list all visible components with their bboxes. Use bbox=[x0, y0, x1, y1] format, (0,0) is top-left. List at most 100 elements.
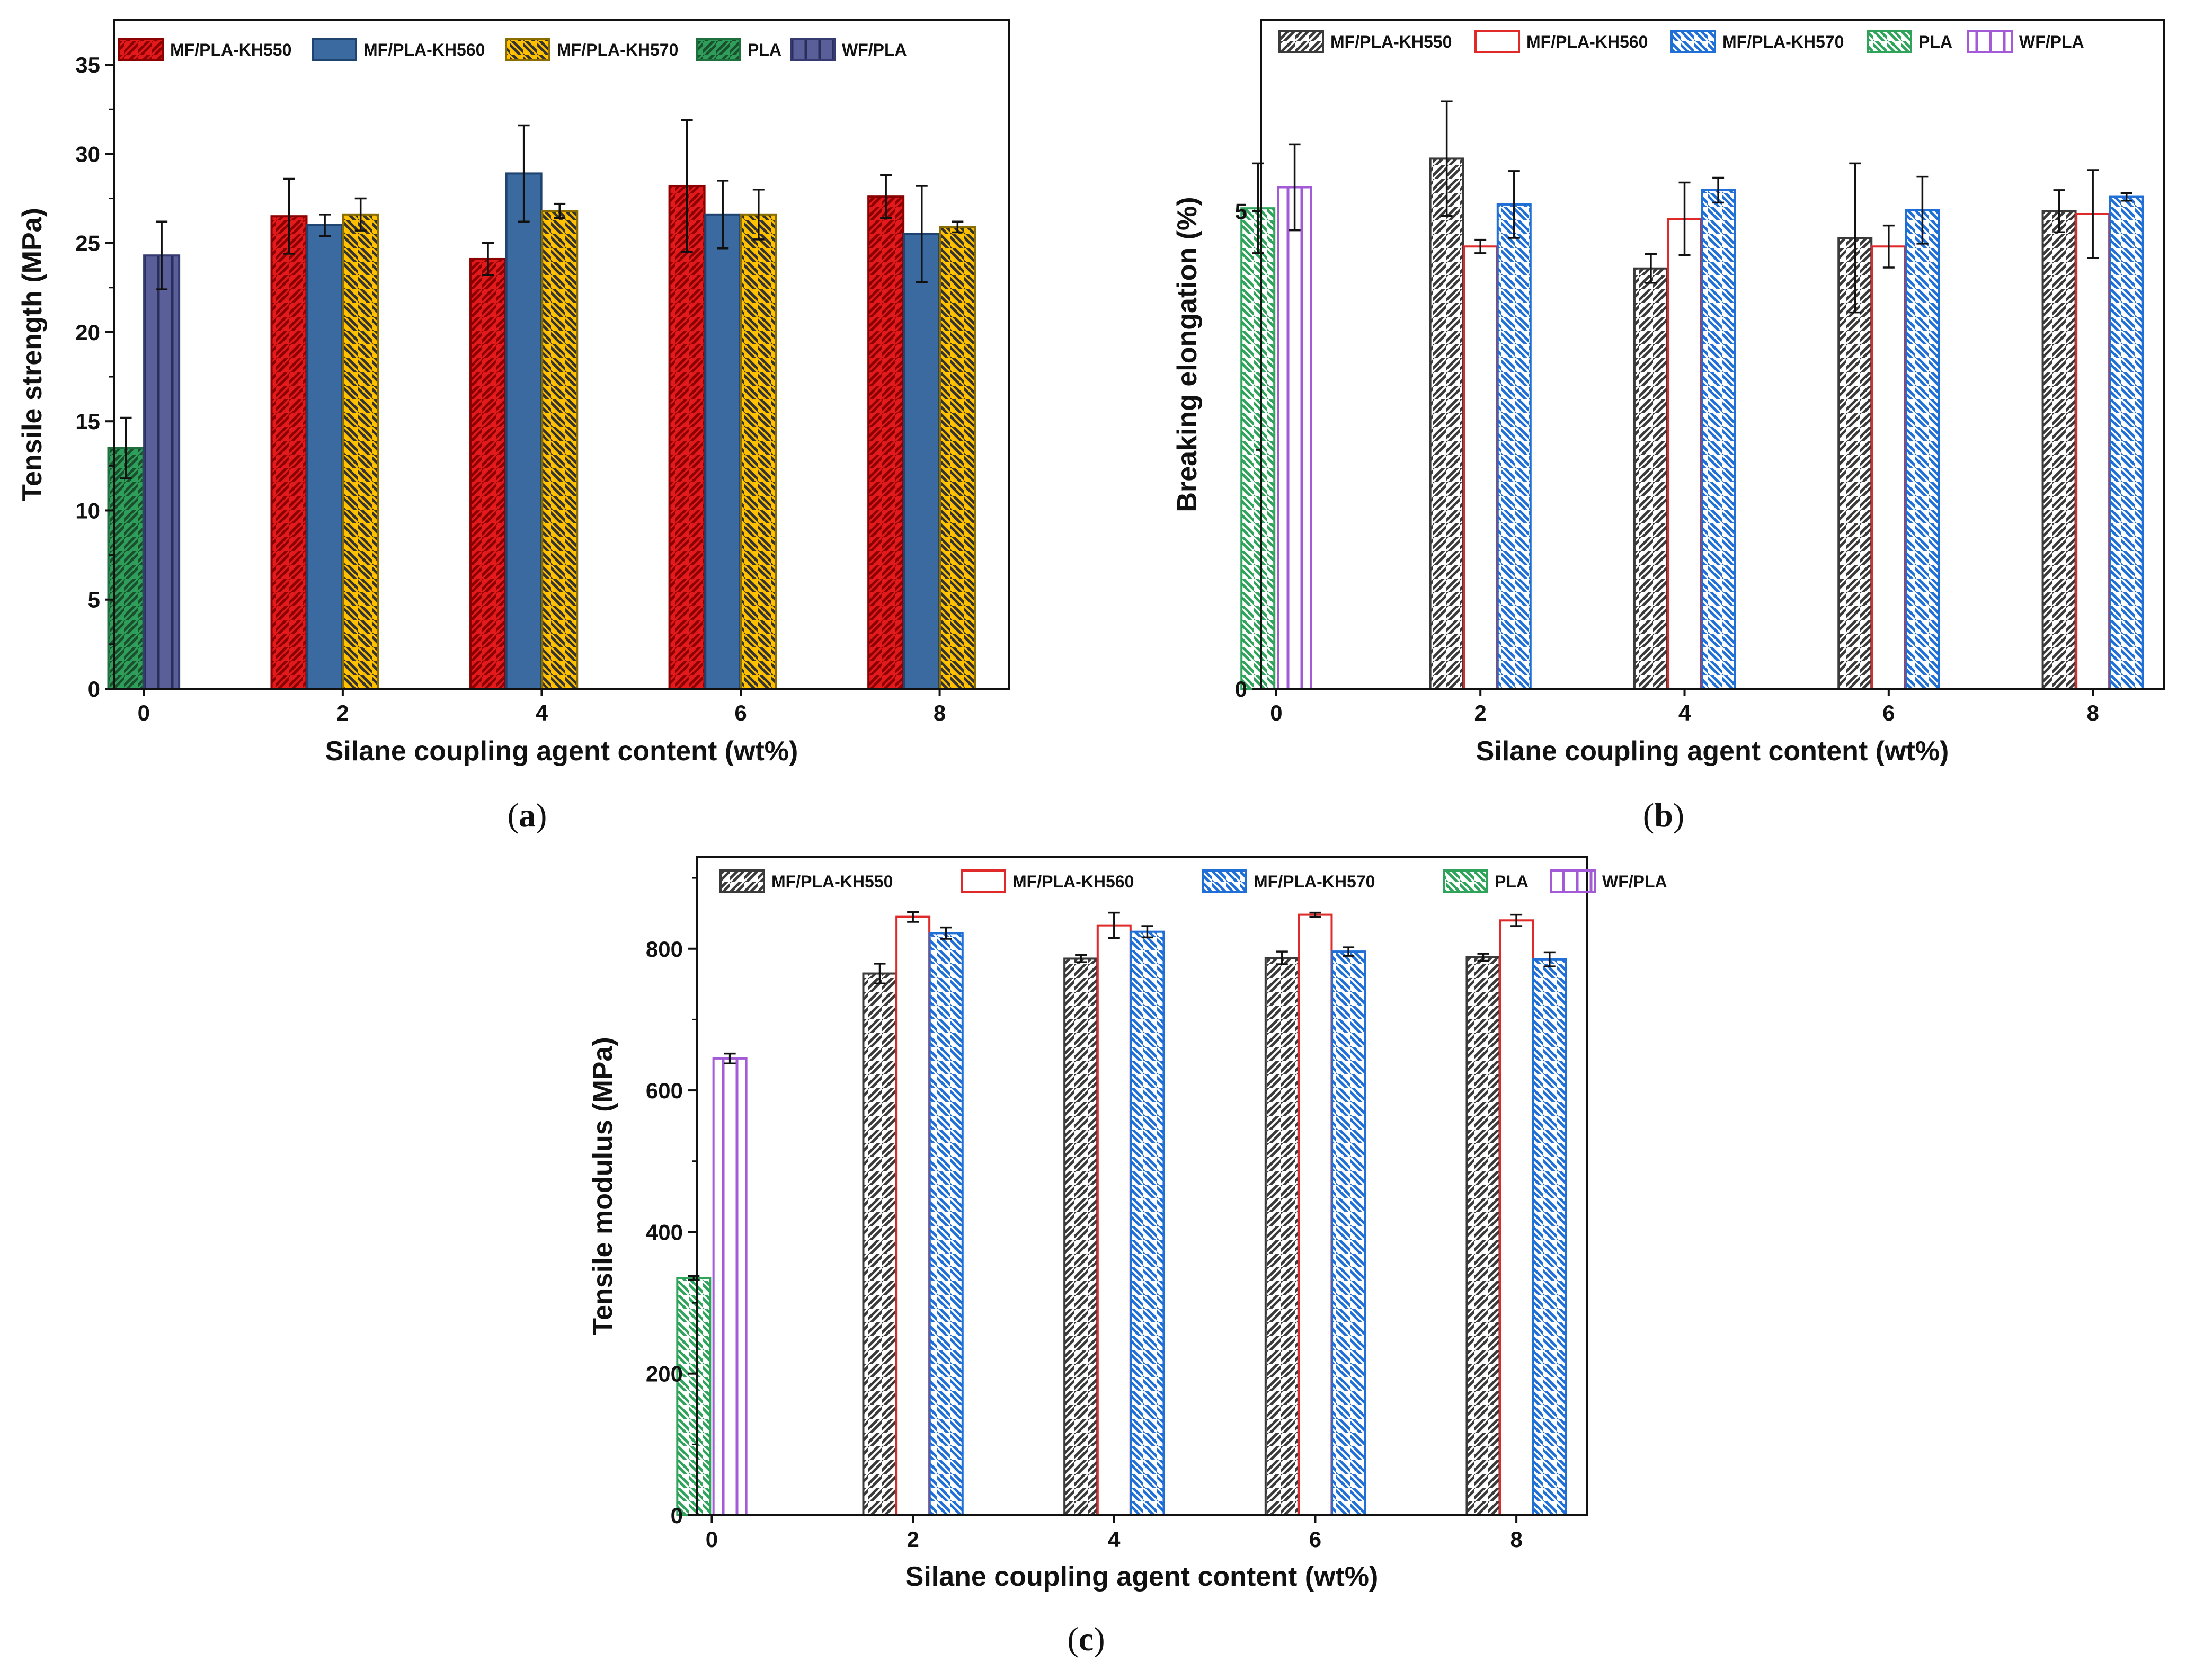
error-bar-MF/PLA-KH560-4 bbox=[518, 124, 530, 223]
y-tick-label: 200 bbox=[646, 1362, 683, 1386]
bar-PLA-0 bbox=[1240, 207, 1276, 690]
legend-swatch-MF/PLA-KH570 bbox=[1202, 869, 1247, 893]
error-bar-MF/PLA-KH560-6 bbox=[717, 180, 729, 250]
y-tick-label: 35 bbox=[75, 52, 100, 77]
legend-label-WF/PLA: WF/PLA bbox=[842, 40, 907, 59]
error-bar-MF/PLA-KH570-4 bbox=[554, 202, 566, 219]
legend-swatch-MF/PLA-KH550 bbox=[719, 869, 765, 893]
x-tick-label: 0 bbox=[1270, 700, 1282, 725]
y-tick-label: 5 bbox=[1235, 199, 1247, 224]
error-bar-MF/PLA-KH560-8 bbox=[1510, 913, 1523, 927]
error-bar-MF/PLA-KH550-2 bbox=[283, 177, 295, 255]
error-bar-MF/PLA-KH560-4 bbox=[1108, 911, 1120, 939]
legend-label-MF/PLA-KH560: MF/PLA-KH560 bbox=[363, 40, 485, 59]
error-bar-MF/PLA-KH560-8 bbox=[2087, 169, 2099, 259]
error-bar-PLA-0 bbox=[120, 416, 132, 479]
bar-MF/PLA-KH560-4 bbox=[1096, 924, 1132, 1516]
x-tick-label: 0 bbox=[706, 1527, 718, 1552]
error-bar-MF/PLA-KH550-4 bbox=[1645, 253, 1657, 284]
y-tick-label: 25 bbox=[75, 231, 100, 256]
error-bar-MF/PLA-KH560-4 bbox=[1678, 181, 1691, 256]
legend-swatch-MF/PLA-KH560 bbox=[961, 869, 1006, 893]
bar-MF/PLA-KH570-4 bbox=[1701, 189, 1736, 690]
bar-MF/PLA-KH560-6 bbox=[1298, 913, 1333, 1516]
error-bar-MF/PLA-KH560-2 bbox=[1474, 238, 1487, 254]
plot-frame bbox=[113, 19, 1010, 690]
legend-label-WF/PLA: WF/PLA bbox=[1602, 872, 1667, 891]
x-axis-title: Silane coupling agent content (wt%) bbox=[1476, 736, 1949, 767]
legend-label-MF/PLA-KH570: MF/PLA-KH570 bbox=[1722, 32, 1844, 51]
bar-MF/PLA-KH560-4 bbox=[1667, 217, 1702, 690]
bar-MF/PLA-KH560-6 bbox=[704, 213, 742, 690]
y-axis-title: Tensile modulus (MPa) bbox=[588, 1037, 618, 1335]
bar-MF/PLA-KH560-8 bbox=[903, 233, 940, 690]
bar-MF/PLA-KH570-2 bbox=[1496, 203, 1532, 690]
error-bar-MF/PLA-KH570-6 bbox=[752, 188, 765, 241]
legend-label-PLA: PLA bbox=[748, 40, 781, 59]
error-bar-MF/PLA-KH570-2 bbox=[940, 926, 952, 940]
y-tick-label: 20 bbox=[75, 320, 100, 345]
error-bar-MF/PLA-KH570-6 bbox=[1343, 946, 1355, 957]
plot-frame bbox=[1260, 19, 2165, 690]
bar-MF/PLA-KH570-6 bbox=[1905, 209, 1940, 690]
x-tick-label: 6 bbox=[1882, 700, 1895, 725]
y-tick-label: 0 bbox=[671, 1503, 683, 1528]
error-bar-MF/PLA-KH570-8 bbox=[1543, 951, 1556, 967]
bar-MF/PLA-KH570-6 bbox=[1331, 950, 1366, 1516]
error-bar-MF/PLA-KH570-6 bbox=[1916, 175, 1929, 245]
bar-MF/PLA-KH550-4 bbox=[469, 257, 507, 690]
bar-MF/PLA-KH560-2 bbox=[306, 224, 344, 690]
legend-label-MF/PLA-KH560: MF/PLA-KH560 bbox=[1012, 872, 1134, 891]
error-bar-MF/PLA-KH550-8 bbox=[880, 174, 892, 219]
y-tick-label: 5 bbox=[88, 588, 100, 612]
bar-MF/PLA-KH550-8 bbox=[2041, 210, 2077, 690]
bar-MF/PLA-KH570-2 bbox=[928, 932, 964, 1516]
x-tick-label: 4 bbox=[1108, 1527, 1121, 1552]
bar-MF/PLA-KH550-4 bbox=[1633, 267, 1668, 690]
chart-panel-a: 0 5 10 15 20 25 30 35 0 2 4 6 8 Silane coupling agent… bbox=[17, 19, 1010, 834]
bar-MF/PLA-KH570-8 bbox=[939, 226, 976, 690]
error-bar-MF/PLA-KH560-2 bbox=[907, 911, 919, 923]
legend-swatch-MF/PLA-KH560 bbox=[1474, 30, 1520, 53]
x-tick-label: 2 bbox=[336, 700, 349, 725]
x-axis-title: Silane coupling agent content (wt%) bbox=[325, 736, 798, 767]
bar-MF/PLA-KH550-6 bbox=[668, 184, 706, 690]
bar-WF/PLA-0 bbox=[1277, 186, 1312, 690]
bar-MF/PLA-KH550-2 bbox=[270, 215, 308, 690]
bar-MF/PLA-KH550-4 bbox=[1063, 957, 1099, 1516]
error-bar-MF/PLA-KH550-2 bbox=[1441, 100, 1453, 217]
x-tick-label: 2 bbox=[907, 1527, 919, 1552]
error-bar-WF/PLA-0 bbox=[1289, 143, 1301, 232]
y-tick-label: 800 bbox=[646, 937, 683, 962]
bar-MF/PLA-KH560-4 bbox=[505, 172, 543, 690]
legend-swatch-PLA bbox=[1443, 869, 1488, 893]
error-bar-WF/PLA-0 bbox=[156, 220, 168, 290]
chart-panel-c: 0 200 400 600 800 0 2 4 6 8 Silane coupling agent … bbox=[588, 856, 1667, 1658]
x-tick-label: 6 bbox=[734, 700, 747, 725]
bar-MF/PLA-KH550-8 bbox=[1465, 956, 1501, 1516]
x-tick-label: 8 bbox=[934, 700, 946, 725]
legend-swatch-WF/PLA bbox=[1550, 869, 1596, 893]
error-bar-MF/PLA-KH550-6 bbox=[681, 119, 693, 253]
plot-frame bbox=[696, 856, 1588, 1516]
y-tick-label: 15 bbox=[75, 409, 100, 434]
error-bar-WF/PLA-0 bbox=[724, 1052, 736, 1065]
error-bar-MF/PLA-KH560-6 bbox=[1882, 224, 1895, 269]
legend-label-WF/PLA: WF/PLA bbox=[2019, 32, 2084, 51]
error-bar-MF/PLA-KH550-2 bbox=[874, 963, 886, 984]
legend-swatch-WF/PLA bbox=[790, 38, 836, 61]
bar-MF/PLA-KH550-2 bbox=[862, 972, 897, 1516]
legend-swatch-PLA bbox=[1867, 30, 1912, 53]
x-tick-label: 0 bbox=[138, 700, 150, 725]
bar-MF/PLA-KH570-4 bbox=[541, 210, 579, 690]
bar-MF/PLA-KH560-8 bbox=[2075, 212, 2111, 690]
y-tick-label: 0 bbox=[1235, 677, 1247, 701]
legend-label-MF/PLA-KH550: MF/PLA-KH550 bbox=[771, 872, 893, 891]
error-bar-MF/PLA-KH550-8 bbox=[1477, 953, 1489, 962]
error-bar-MF/PLA-KH560-2 bbox=[319, 214, 331, 237]
legend-swatch-MF/PLA-KH550 bbox=[118, 38, 164, 61]
bar-MF/PLA-KH570-4 bbox=[1130, 930, 1165, 1516]
error-bar-MF/PLA-KH560-6 bbox=[1309, 911, 1321, 918]
error-bar-MF/PLA-KH560-8 bbox=[916, 185, 928, 283]
x-tick-label: 8 bbox=[2086, 700, 2099, 725]
